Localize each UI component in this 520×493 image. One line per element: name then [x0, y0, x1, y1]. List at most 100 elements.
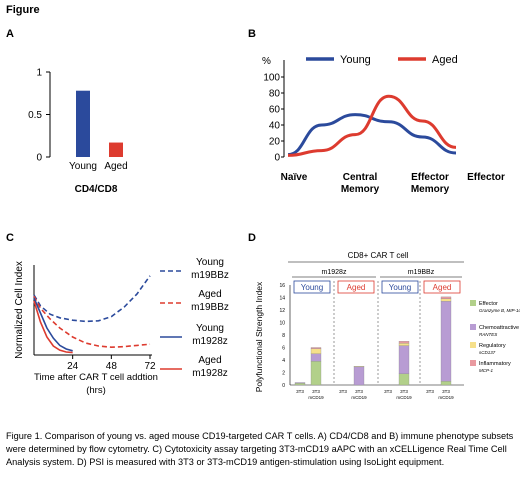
panel-d-legend-swatch — [470, 342, 476, 348]
panel-d-ytick-label: 0 — [282, 383, 285, 389]
panel-b-ytick-label: 20 — [269, 137, 281, 148]
panel-b-legend-label: Young — [340, 54, 371, 66]
figure-label: Figure — [6, 4, 40, 16]
panel-a-xtick-label: Young — [69, 161, 97, 172]
panel-b-ytick-label: 80 — [269, 89, 281, 100]
panel-d-legend-label: Chemoattractive — [479, 325, 519, 331]
panel-c-legend-label-line2: m1928z — [192, 336, 228, 347]
panel-a-bar — [109, 142, 123, 157]
panel-a-letter: A — [6, 28, 14, 40]
panel-d-subgroup-label: Young — [389, 283, 411, 292]
panel-b-xtick-label: Naïve — [281, 172, 308, 183]
panel-d-subgroup-label: Aged — [433, 283, 452, 292]
panel-d-xtick-label: 3T3 — [442, 389, 450, 394]
panel-c-series-line — [33, 295, 151, 349]
panel-d-xtick-label-line2: mCD19 — [396, 395, 412, 400]
panel-c-legend-label-line1: Young — [196, 257, 224, 268]
panel-c-series-line — [33, 297, 73, 352]
panel-d-bar-segment — [310, 348, 322, 354]
figure-caption: Figure 1. Comparison of young vs. aged m… — [6, 431, 514, 467]
panel-d-ytick-label: 6 — [282, 346, 285, 352]
panel-d-legend-label: Regulatory — [479, 343, 506, 349]
panel-c-legend-label-line1: Aged — [198, 289, 221, 300]
panel-b-ylabel: % — [262, 56, 271, 67]
panel-d-bar-segment — [310, 361, 322, 386]
panel-d-xtick-label: 3T3 — [296, 389, 304, 394]
panel-d-bar-segment — [310, 353, 322, 362]
panel-d-xtick-label: 3T3 — [426, 389, 434, 394]
panel-a-ytick-label: 0 — [36, 153, 42, 164]
panel-d-bar-segment — [440, 298, 452, 302]
panel-d-ytick-label: 16 — [279, 283, 285, 289]
panel-c-xtick-label: 72 — [144, 361, 156, 372]
panel-d-ytick-label: 8 — [282, 333, 285, 339]
panel-d-bar-segment — [310, 347, 322, 349]
panel-d-xtick-label: 3T3 — [355, 389, 363, 394]
panel-a-xlabel: CD4/CD8 — [75, 184, 118, 195]
panel-d-bar-segment — [353, 366, 365, 386]
panel-b-chart: % 0 20 40 60 80 100 Young Aged Naïve Central Mem… — [262, 54, 505, 195]
panel-c-legend-label-line1: Aged — [198, 355, 221, 366]
panel-d-bar-segment — [294, 382, 306, 386]
panel-a-bar — [76, 90, 90, 157]
panel-d-subgroup-box — [423, 280, 461, 294]
panel-d-xtick-label: 3T3 — [400, 389, 408, 394]
panel-d-xtick-label-line2: mCD19 — [308, 395, 324, 400]
panel-d-ytick-label: 12 — [279, 308, 285, 314]
panel-d-group-label: m19BBz — [408, 269, 435, 276]
panel-d-letter: D — [248, 232, 256, 244]
panel-d-bar-segment — [398, 345, 410, 374]
panel-c-legend-label-line2: m19BBz — [191, 302, 229, 313]
panel-d-xtick-label: 3T3 — [339, 389, 347, 394]
panel-d-legend-swatch — [470, 324, 476, 330]
panel-d-bar-segment — [398, 341, 410, 344]
panel-b-xtick-label: Central Memory — [341, 172, 380, 195]
panel-a-xtick-label: Aged — [104, 161, 127, 172]
panel-d-legend-sublabel: RANTES — [479, 332, 497, 337]
panel-c-letter: C — [6, 232, 14, 244]
panel-b-series-line — [287, 94, 457, 157]
panel-d-subgroup-box — [337, 280, 375, 294]
panel-d-legend-label: Effector — [479, 301, 498, 307]
panel-b-xtick-label: Effector Memory — [411, 172, 450, 195]
panel-d-group-label: m1928z — [322, 269, 347, 276]
panel-b-xtick-label: Effector — [467, 172, 505, 183]
panel-b-ytick-label: 100 — [263, 73, 280, 84]
panel-d-xtick-label: 3T3 — [312, 389, 320, 394]
panel-d-legend-sublabel: MCP-1 — [479, 368, 493, 373]
panel-b-ytick-label: 40 — [269, 121, 281, 132]
panel-b-letter: B — [248, 28, 256, 40]
panel-d-ylabel: Polyfunctional Strength Index — [254, 281, 264, 392]
panel-d-subgroup-box — [293, 280, 331, 294]
panel-c-ylabel: Normalized Cell Index — [14, 261, 25, 359]
panel-d-bar-segment — [440, 296, 452, 299]
panel-a-ytick-label: 0.5 — [28, 110, 42, 121]
panel-d-subgroup-label: Young — [301, 283, 323, 292]
panel-d-xtick-label-line2: mCD19 — [438, 395, 454, 400]
panel-d-legend-swatch — [470, 360, 476, 366]
panel-c-series-line — [33, 300, 73, 354]
panel-d-legend-sublabel: sCD137 — [479, 350, 496, 355]
panel-d-bar-segment — [353, 366, 365, 368]
panel-d-bar-segment — [398, 342, 410, 346]
panel-c-legend-label-line2: m1928z — [192, 368, 228, 379]
panel-d-subgroup-label: Aged — [347, 283, 366, 292]
panel-d-title: CD8+ CAR T cell — [348, 251, 409, 260]
panel-d-bar-segment — [398, 373, 410, 386]
panel-c-xtick-label: 48 — [106, 361, 118, 372]
panel-c-xlabel: Time after CAR T cell addtion — [34, 372, 158, 383]
panel-c-series-line — [33, 275, 151, 323]
panel-c-chart: Normalized Cell Index 24 48 72 Young m19BBz… — [14, 257, 229, 396]
panel-d-ytick-label: 10 — [279, 321, 285, 327]
panel-d-legend-label: Inflammatory — [479, 361, 511, 367]
panel-c-legend-label-line1: Young — [196, 323, 224, 334]
panel-b-series-line — [287, 113, 457, 157]
panel-d-subgroup-box — [381, 280, 419, 294]
panel-d-legend-swatch — [470, 300, 476, 306]
panel-a-ytick-label: 1 — [36, 68, 42, 79]
panel-c-xtick-label: 24 — [67, 361, 79, 372]
panel-d-bar-segment — [440, 301, 452, 382]
panel-b-legend-label: Aged — [432, 54, 458, 66]
panel-d-legend-sublabel: Granzyme B, MIP-1α — [479, 308, 520, 313]
panel-d-xtick-label: 3T3 — [384, 389, 392, 394]
